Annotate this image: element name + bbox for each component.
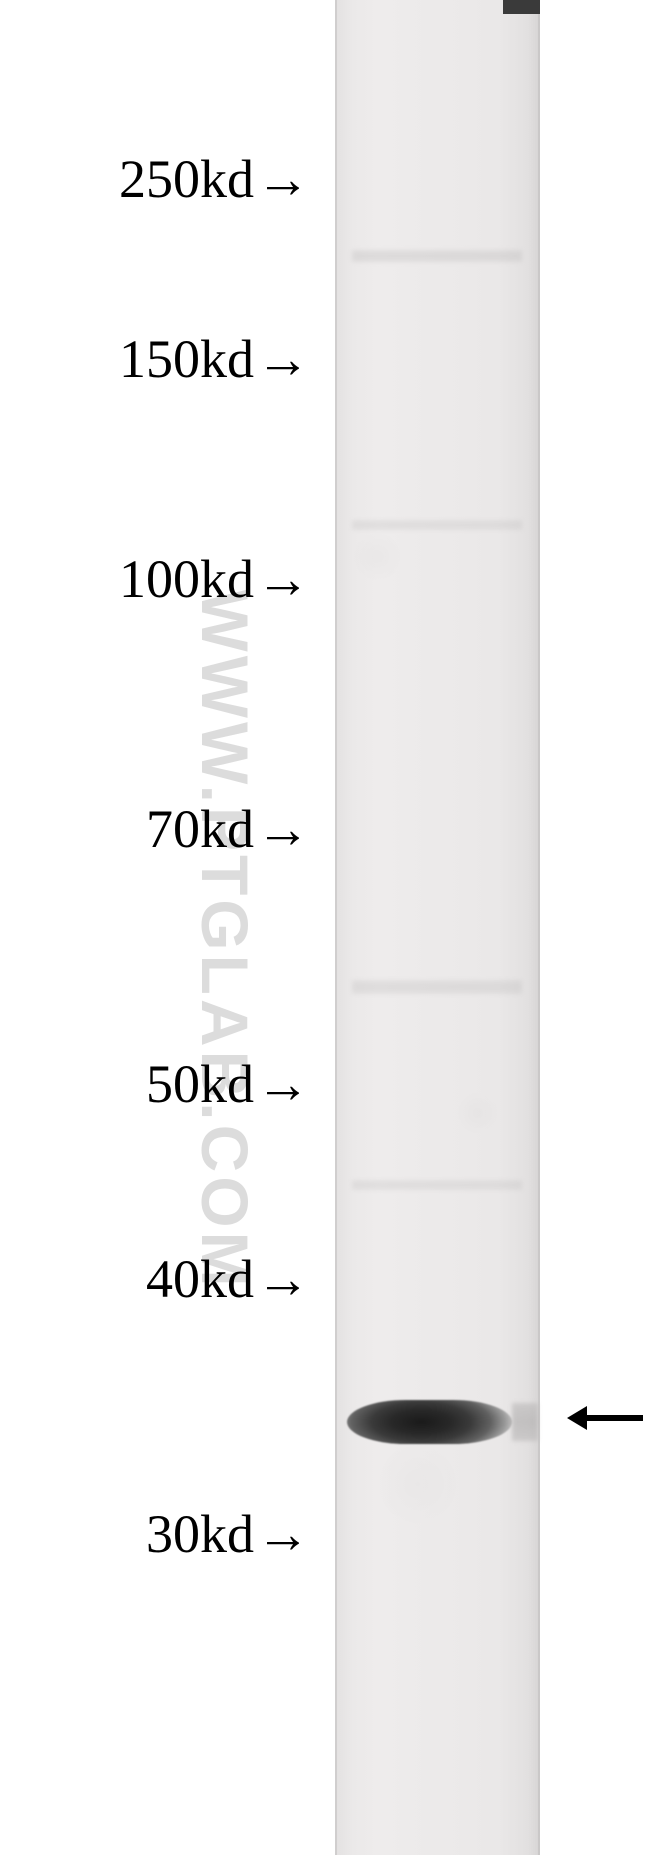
mw-label-text: 250kd [119,149,254,209]
lane-noise [337,0,538,1855]
mw-label-text: 30kd [146,1504,254,1564]
arrow-right-icon: → [256,148,310,210]
arrow-right-icon: → [256,1248,310,1310]
target-band [347,1400,512,1444]
mw-label-text: 40kd [146,1249,254,1309]
mw-marker-250kd: 250kd→ [119,148,310,210]
arrow-right-icon: → [256,328,310,390]
mw-label-text: 50kd [146,1054,254,1114]
arrow-right-icon: → [256,1503,310,1565]
watermark-text: WWW.PTGLAB.COM [187,589,263,1290]
mw-label-text: 100kd [119,549,254,609]
arrow-right-icon: → [256,1053,310,1115]
mw-marker-50kd: 50kd→ [146,1053,310,1115]
mw-label-text: 70kd [146,799,254,859]
blot-lane [335,0,540,1855]
arrow-left-icon [565,1388,645,1448]
result-arrow-icon [565,1388,645,1463]
lane-smear [352,1180,522,1190]
lane-smear [352,250,522,262]
target-band-edge [512,1403,538,1441]
arrow-right-icon: → [256,798,310,860]
mw-marker-70kd: 70kd→ [146,798,310,860]
mw-marker-100kd: 100kd→ [119,548,310,610]
lane-top-mark [503,0,540,14]
mw-marker-150kd: 150kd→ [119,328,310,390]
mw-label-text: 150kd [119,329,254,389]
mw-marker-40kd: 40kd→ [146,1248,310,1310]
arrow-right-icon: → [256,548,310,610]
mw-marker-30kd: 30kd→ [146,1503,310,1565]
lane-smear [352,980,522,994]
lane-smear [352,520,522,530]
western-blot-figure: WWW.PTGLAB.COM 250kd→ 150kd→ 100kd→ 70kd… [0,0,650,1855]
